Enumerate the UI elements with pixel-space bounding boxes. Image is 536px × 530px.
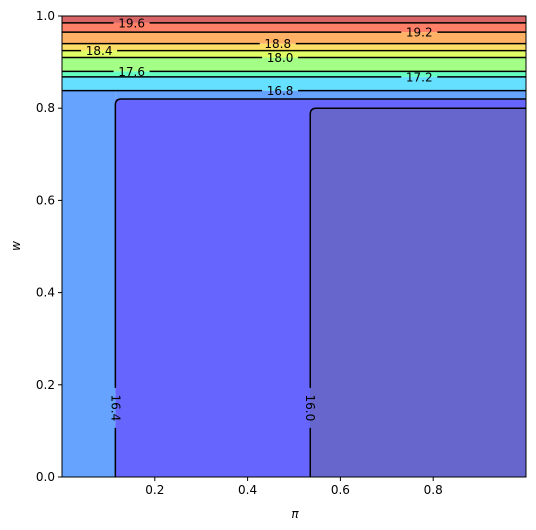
contour-label: 18.8: [264, 37, 291, 51]
contour-label: 18.4: [86, 44, 113, 58]
region-band: [62, 50, 526, 58]
x-axis-label: π: [291, 507, 299, 521]
contour-label: 16.4: [108, 394, 122, 421]
contour-label: 17.2: [406, 70, 433, 84]
y-tick-label: 0.6: [36, 193, 55, 207]
y-tick-label: 0.0: [36, 470, 55, 484]
region-band: [62, 16, 526, 23]
region-band: [62, 32, 526, 44]
contour-label: 16.0: [303, 394, 317, 421]
region-band: [115, 90, 527, 99]
contour-label: 18.0: [267, 51, 294, 65]
contour-label: 19.6: [118, 16, 145, 30]
y-tick-label: 1.0: [36, 9, 55, 23]
y-tick-label: 0.2: [36, 378, 55, 392]
x-axis-ticks: 0.2 0.4 0.6 0.8: [145, 477, 443, 497]
y-axis-label: w: [9, 241, 23, 251]
region-band: [62, 22, 526, 33]
y-axis-ticks: 0.0 0.2 0.4 0.6 0.8 1.0: [36, 9, 62, 484]
region-band: [62, 90, 116, 477]
plot-frame: [61, 15, 527, 478]
region-band: [310, 116, 526, 477]
region-band: [62, 43, 526, 51]
region-band: [62, 57, 526, 72]
x-tick-label: 0.4: [238, 483, 257, 497]
filled-regions: [62, 16, 527, 477]
x-tick-label: 0.8: [424, 483, 443, 497]
contour-label: 17.6: [118, 65, 145, 79]
region-band: [62, 71, 526, 77]
contour-line: [114, 98, 526, 388]
contour-label: 16.8: [267, 84, 294, 98]
contour-label: 19.2: [406, 26, 433, 40]
y-tick-label: 0.8: [36, 101, 55, 115]
x-tick-label: 0.6: [331, 483, 350, 497]
contour-line: [309, 107, 526, 388]
contour-labels: 16.0 16.4 16.8 17.2 17.6 18.0 18.4 18.8 19.2 19.6: [86, 16, 433, 421]
y-tick-label: 0.4: [36, 286, 55, 300]
region-band: [62, 76, 526, 91]
x-tick-label: 0.2: [145, 483, 164, 497]
contour-lines: [62, 22, 526, 477]
